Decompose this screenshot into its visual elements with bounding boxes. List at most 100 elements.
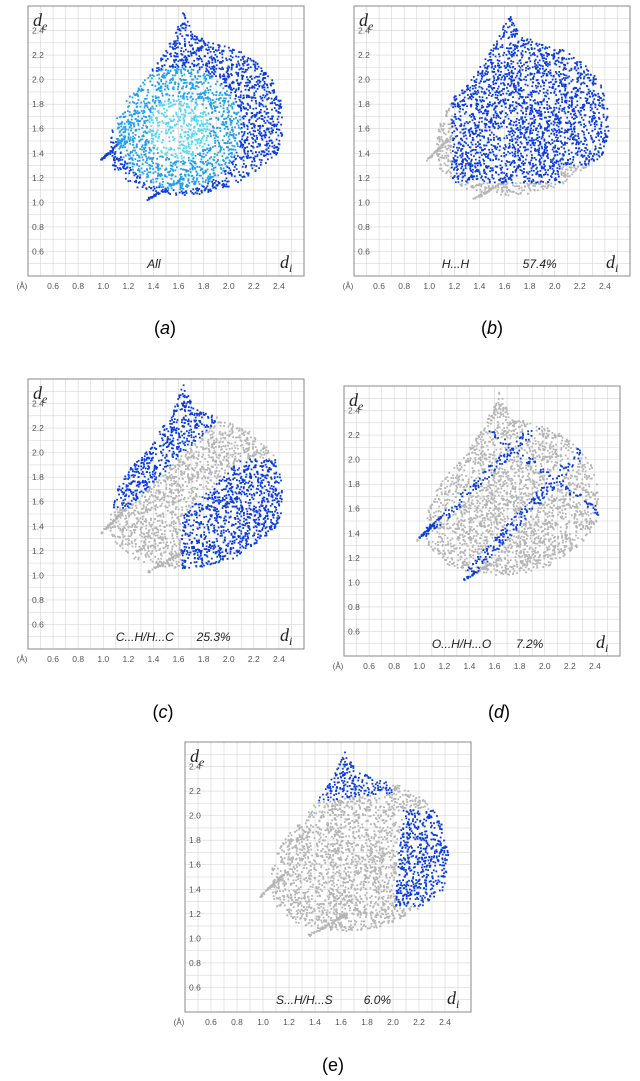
data-point [183,122,185,125]
data-point-background [471,185,474,187]
data-point-background [519,192,522,194]
data-point [273,90,275,92]
data-point [110,137,113,139]
data-point-highlight [571,161,574,164]
data-point-highlight [593,98,596,101]
data-point-highlight [516,47,518,49]
data-point [246,102,249,105]
data-point [239,81,242,84]
data-point [148,157,151,160]
data-point [231,88,234,91]
data-point [252,107,255,110]
data-point [212,42,214,45]
data-point [121,146,124,149]
data-point-highlight [589,79,592,82]
data-point [212,158,215,161]
data-point-highlight [488,59,491,61]
data-point-highlight [499,164,502,167]
data-point [249,106,252,109]
data-point-background [560,172,563,175]
data-point-highlight [522,156,525,159]
data-point-highlight [505,102,507,105]
data-point [168,98,170,101]
data-point [192,153,194,156]
data-point [185,170,188,173]
data-point [170,161,172,164]
data-point-highlight [566,116,569,119]
data-point [148,108,150,111]
data-point [222,49,225,52]
data-point [243,55,246,58]
data-point [143,154,146,156]
data-point [209,175,212,178]
data-point-highlight [488,105,490,107]
data-point [166,190,169,193]
data-point [185,58,187,60]
data-point-highlight [515,30,517,32]
data-point [237,72,240,74]
data-point [222,87,225,90]
data-point [264,77,267,79]
data-point [162,186,165,188]
data-point-highlight [596,158,599,161]
data-point [179,78,182,80]
data-point [126,162,128,165]
data-point [132,92,135,95]
data-point-background [444,140,447,143]
data-point-highlight [547,120,550,122]
data-point [179,188,181,191]
data-point-highlight [600,130,602,133]
data-point-highlight [569,122,572,124]
data-point [256,62,259,65]
data-point-highlight [555,52,558,55]
data-point [165,129,167,132]
data-point [255,102,258,105]
data-point [172,120,174,122]
data-point [133,94,136,96]
data-point [204,181,207,183]
data-point-highlight [527,93,530,96]
data-point [261,115,264,117]
data-point-background [562,174,565,177]
data-point [201,83,204,85]
data-point-highlight [459,125,461,127]
data-point [203,156,205,158]
data-point [250,115,253,118]
data-point-highlight [484,92,487,95]
data-point-highlight [586,76,589,79]
data-point-highlight [523,168,525,170]
data-point [152,185,155,188]
data-point-highlight [468,121,471,123]
data-point-highlight [490,61,492,64]
data-point-highlight [575,69,578,72]
data-point [155,132,157,135]
data-point-highlight [509,42,512,45]
data-point [217,180,220,183]
data-point [188,147,191,150]
data-point-highlight [462,168,465,171]
data-point-background [439,150,442,152]
data-point [267,128,270,131]
panel-a: 0.6 0.6 0.8 0.8 1.0 1.0 1.2 1.2 1.4 1.4 1.6 1.6 1.8 1… [10,4,310,294]
data-point [202,92,204,95]
data-point [161,94,164,97]
data-point [247,174,250,177]
data-point [227,128,229,131]
data-point [219,130,222,132]
data-point-highlight [488,178,491,181]
data-point [243,123,246,126]
data-point-highlight [495,46,498,49]
data-point [221,75,224,77]
data-point [159,100,161,102]
data-point-highlight [496,87,499,90]
data-point-background [442,157,445,159]
data-point [198,55,201,57]
data-point [240,131,243,133]
data-point-highlight [518,77,521,80]
data-point-highlight [459,105,461,108]
data-point-highlight [467,88,470,90]
data-point-highlight [539,68,541,70]
data-point [143,106,146,109]
data-point-highlight [544,159,547,162]
data-point-highlight [493,107,496,110]
